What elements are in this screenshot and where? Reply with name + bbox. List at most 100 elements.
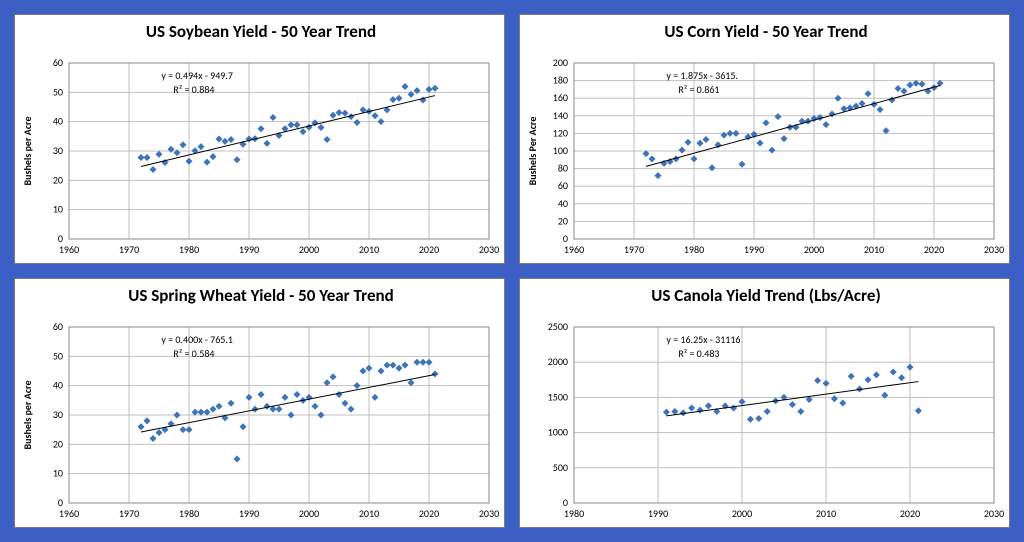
- svg-text:0: 0: [58, 496, 63, 509]
- svg-text:1990: 1990: [239, 507, 259, 520]
- x-ticks: 198019902000201020202030: [564, 507, 1004, 520]
- chart-grid: US Soybean Yield - 50 Year Trend 1960197…: [0, 0, 1024, 542]
- svg-text:2010: 2010: [816, 507, 836, 520]
- svg-text:1980: 1980: [179, 243, 199, 256]
- chart-soybean: US Soybean Yield - 50 Year Trend 1960197…: [15, 15, 505, 263]
- chart-title: US Corn Yield - 50 Year Trend: [664, 21, 867, 42]
- y-ticks: 0 500 1000 1500 2000 2500: [548, 320, 568, 509]
- svg-text:20: 20: [558, 214, 568, 227]
- svg-text:2030: 2030: [479, 243, 499, 256]
- svg-text:100: 100: [553, 144, 568, 157]
- svg-text:140: 140: [553, 109, 568, 122]
- svg-text:40: 40: [53, 379, 63, 392]
- equation-text: y = 16.25x - 31116: [666, 333, 740, 346]
- svg-text:2010: 2010: [359, 507, 379, 520]
- svg-text:2020: 2020: [419, 507, 439, 520]
- chart-corn: US Corn Yield - 50 Year Trend 1960197019…: [520, 15, 1010, 263]
- svg-text:10: 10: [53, 203, 63, 216]
- svg-text:30: 30: [53, 144, 63, 157]
- chart-panel-wheat: US Spring Wheat Yield - 50 Year Trend 19…: [14, 278, 505, 528]
- svg-text:2000: 2000: [732, 507, 752, 520]
- scatter-points: [138, 83, 439, 173]
- svg-text:2020: 2020: [419, 243, 439, 256]
- svg-text:40: 40: [53, 115, 63, 128]
- svg-text:1000: 1000: [548, 426, 568, 439]
- svg-text:1990: 1990: [744, 243, 764, 256]
- svg-text:180: 180: [553, 74, 568, 87]
- svg-text:1980: 1980: [179, 507, 199, 520]
- svg-text:2000: 2000: [299, 243, 319, 256]
- svg-text:60: 60: [53, 56, 63, 69]
- trendline: [141, 96, 435, 167]
- r2-text: R² = 0.884: [173, 83, 214, 96]
- svg-text:Bushels per Acre: Bushels per Acre: [21, 116, 34, 185]
- svg-text:2030: 2030: [984, 507, 1004, 520]
- chart-title: US Spring Wheat Yield - 50 Year Trend: [128, 285, 394, 306]
- svg-text:20: 20: [53, 437, 63, 450]
- svg-text:1990: 1990: [648, 507, 668, 520]
- svg-text:2020: 2020: [924, 243, 944, 256]
- x-ticks: 19601970198019902000201020202030: [59, 507, 499, 520]
- svg-text:50: 50: [53, 85, 63, 98]
- svg-text:2010: 2010: [864, 243, 884, 256]
- scatter-points: [138, 359, 439, 463]
- svg-text:10: 10: [53, 467, 63, 480]
- svg-text:2010: 2010: [359, 243, 379, 256]
- gridlines: [574, 63, 994, 239]
- trendline: [666, 382, 918, 416]
- x-ticks: 19601970198019902000201020202030: [564, 243, 1004, 256]
- svg-text:1970: 1970: [119, 243, 139, 256]
- svg-text:30: 30: [53, 408, 63, 421]
- chart-wheat: US Spring Wheat Yield - 50 Year Trend 19…: [15, 279, 505, 527]
- svg-text:2030: 2030: [479, 507, 499, 520]
- r2-text: R² = 0.483: [678, 347, 719, 360]
- r2-text: R² = 0.861: [678, 83, 719, 96]
- chart-panel-canola: US Canola Yield Trend (Lbs/Acre) 1980199…: [519, 278, 1010, 528]
- equation-text: y = 0.494x - 949.7: [161, 69, 233, 82]
- svg-text:80: 80: [558, 162, 568, 175]
- r2-text: R² = 0.584: [173, 347, 214, 360]
- svg-text:1990: 1990: [239, 243, 259, 256]
- scatter-points: [663, 364, 922, 423]
- svg-text:60: 60: [558, 179, 568, 192]
- x-ticks: 19601970198019902000201020202030: [59, 243, 499, 256]
- svg-text:120: 120: [553, 126, 568, 139]
- svg-text:2500: 2500: [548, 320, 568, 333]
- svg-text:Bushels Per Acre: Bushels Per Acre: [526, 117, 539, 186]
- y-ticks: 0 20 40 60 80 100 120 140 160 180 200: [553, 56, 568, 245]
- svg-text:0: 0: [58, 232, 63, 245]
- trendline: [141, 375, 435, 432]
- chart-panel-soybean: US Soybean Yield - 50 Year Trend 1960197…: [14, 14, 505, 264]
- svg-text:200: 200: [553, 56, 568, 69]
- svg-text:2000: 2000: [299, 507, 319, 520]
- y-ticks: 0 10 20 30 40 50 60: [53, 320, 63, 509]
- svg-text:2030: 2030: [984, 243, 1004, 256]
- y-ticks: 0 10 20 30 40 50 60: [53, 56, 63, 245]
- svg-text:2000: 2000: [548, 355, 568, 368]
- svg-text:1500: 1500: [548, 390, 568, 403]
- chart-title: US Canola Yield Trend (Lbs/Acre): [651, 285, 881, 306]
- svg-text:Bushels per Acre: Bushels per Acre: [21, 380, 34, 449]
- equation-text: y = 0.400x - 765.1: [161, 333, 233, 346]
- svg-text:20: 20: [53, 173, 63, 186]
- svg-text:60: 60: [53, 320, 63, 333]
- svg-text:1970: 1970: [624, 243, 644, 256]
- equation-text: y = 1.875x - 3615.: [666, 69, 738, 82]
- svg-text:50: 50: [53, 349, 63, 362]
- svg-text:0: 0: [563, 496, 568, 509]
- plot-area: [574, 327, 994, 503]
- gridlines: [574, 327, 994, 503]
- svg-text:2000: 2000: [804, 243, 824, 256]
- chart-title: US Soybean Yield - 50 Year Trend: [146, 21, 376, 42]
- svg-text:40: 40: [558, 197, 568, 210]
- svg-text:500: 500: [553, 461, 568, 474]
- svg-text:1980: 1980: [684, 243, 704, 256]
- chart-panel-corn: US Corn Yield - 50 Year Trend 1960197019…: [519, 14, 1010, 264]
- trendline: [646, 86, 940, 167]
- gridlines: [69, 327, 489, 503]
- svg-text:2020: 2020: [900, 507, 920, 520]
- svg-text:0: 0: [563, 232, 568, 245]
- chart-canola: US Canola Yield Trend (Lbs/Acre) 1980199…: [520, 279, 1010, 527]
- svg-text:1970: 1970: [119, 507, 139, 520]
- svg-text:160: 160: [553, 91, 568, 104]
